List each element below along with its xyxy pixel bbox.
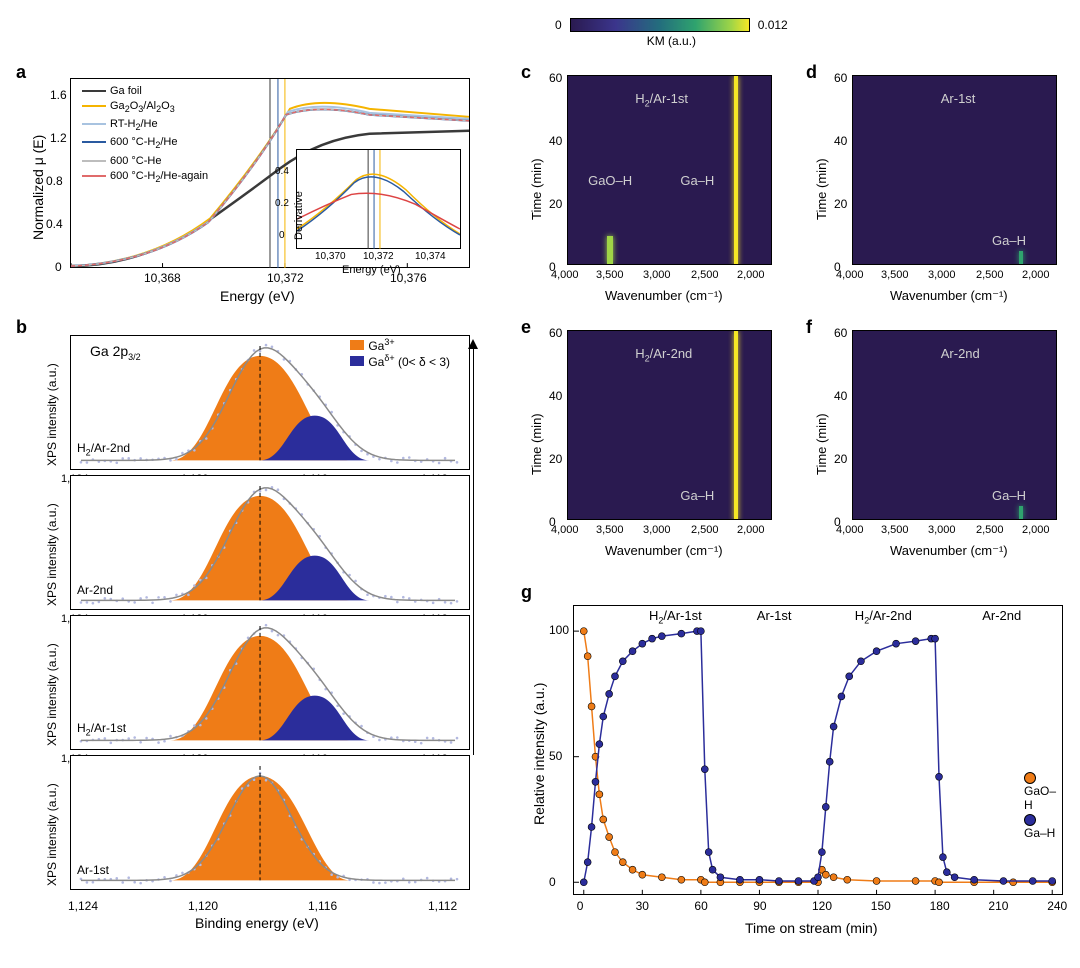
heatmap-annotation: H2/Ar-1st: [635, 91, 688, 109]
panel-label-f: f: [806, 317, 812, 338]
panel-a-legend: Ga foil Ga2O3/Al2O3 RT-H2/He 600 °C-H2/H…: [81, 83, 209, 188]
panel-label-e: e: [521, 317, 531, 338]
heatmap-annotation: Ar-2nd: [941, 346, 980, 361]
colorbar: 0 0.012 KM (a.u.): [515, 10, 1080, 55]
panel-g-legend: GaO–HGa–H: [1024, 770, 1062, 840]
phase-label: Ar-2nd: [982, 608, 1021, 623]
heatmap-frame: Ar-1st Ga–H: [852, 75, 1057, 265]
panel-label-d: d: [806, 62, 817, 83]
panel-label-a: a: [16, 62, 26, 83]
xps-subpanel: H2/Ar-1stXPS intensity (a.u.)1,1241,1201…: [70, 615, 470, 750]
heatmap-annotation: Ga–H: [680, 488, 714, 503]
xps-legend: Ga3+Gaδ+ (0< δ < 3): [350, 337, 450, 369]
xps-region-label: Ga 2p3/2: [90, 343, 141, 362]
panel-a: a Ga foil: [10, 60, 510, 310]
xps-subpanel: Ar-1stXPS intensity (a.u.): [70, 755, 470, 890]
heatmap-annotation: Ga–H: [992, 488, 1026, 503]
heatmap-frame: H2/Ar-1st GaO–H Ga–H: [567, 75, 772, 265]
heatmap-annotation: Ar-1st: [941, 91, 976, 106]
xps-condition-label: H2/Ar-2nd: [77, 441, 130, 457]
panel-g: g GaO–HGa–H Relative intensity (a.u.) Ti…: [515, 580, 1080, 950]
panel-a-inset: Derivative Energy (eV) 0 0.2 0.4 10,370 …: [296, 149, 461, 249]
panel-label-g: g: [521, 582, 532, 603]
panel-e: eH2/Ar-2ndGa–HTime (min)Wavenumber (cm⁻¹…: [515, 315, 795, 575]
phase-label: H2/Ar-1st: [649, 608, 702, 626]
panel-f: fAr-2ndGa–HTime (min)Wavenumber (cm⁻¹)02…: [800, 315, 1080, 575]
xps-condition-label: Ar-1st: [77, 863, 109, 877]
colorbar-title: KM (a.u.): [647, 34, 696, 48]
xps-condition-label: H2/Ar-1st: [77, 721, 126, 737]
panel-g-svg: [574, 606, 1062, 895]
colorbar-gradient: [570, 18, 750, 32]
heatmap-annotation: Ga–H: [680, 173, 714, 188]
heatmap-annotation: GaO–H: [588, 173, 632, 188]
panel-b: b H2/Ar-2ndXPS intensity (a.u.)1,1241,12…: [10, 315, 510, 950]
heatmap-frame: Ar-2nd Ga–H: [852, 330, 1057, 520]
heatmap-annotation: H2/Ar-2nd: [635, 346, 692, 364]
panel-c: cH2/Ar-1stGaO–HGa–HTime (min)Wavenumber …: [515, 60, 795, 310]
colorbar-min: 0: [555, 18, 562, 32]
phase-label: Ar-1st: [757, 608, 792, 623]
panel-d: dAr-1stGa–HTime (min)Wavenumber (cm⁻¹)02…: [800, 60, 1080, 310]
phase-label: H2/Ar-2nd: [855, 608, 912, 626]
time-arrow: [473, 345, 474, 755]
xps-subpanel: Ar-2ndXPS intensity (a.u.)1,1241,1201,11…: [70, 475, 470, 610]
xps-condition-label: Ar-2nd: [77, 583, 113, 597]
heatmap-frame: H2/Ar-2nd Ga–H: [567, 330, 772, 520]
heatmap-annotation: Ga–H: [992, 233, 1026, 248]
panel-label-c: c: [521, 62, 531, 83]
colorbar-max: 0.012: [758, 18, 788, 32]
panel-label-b: b: [16, 317, 27, 338]
